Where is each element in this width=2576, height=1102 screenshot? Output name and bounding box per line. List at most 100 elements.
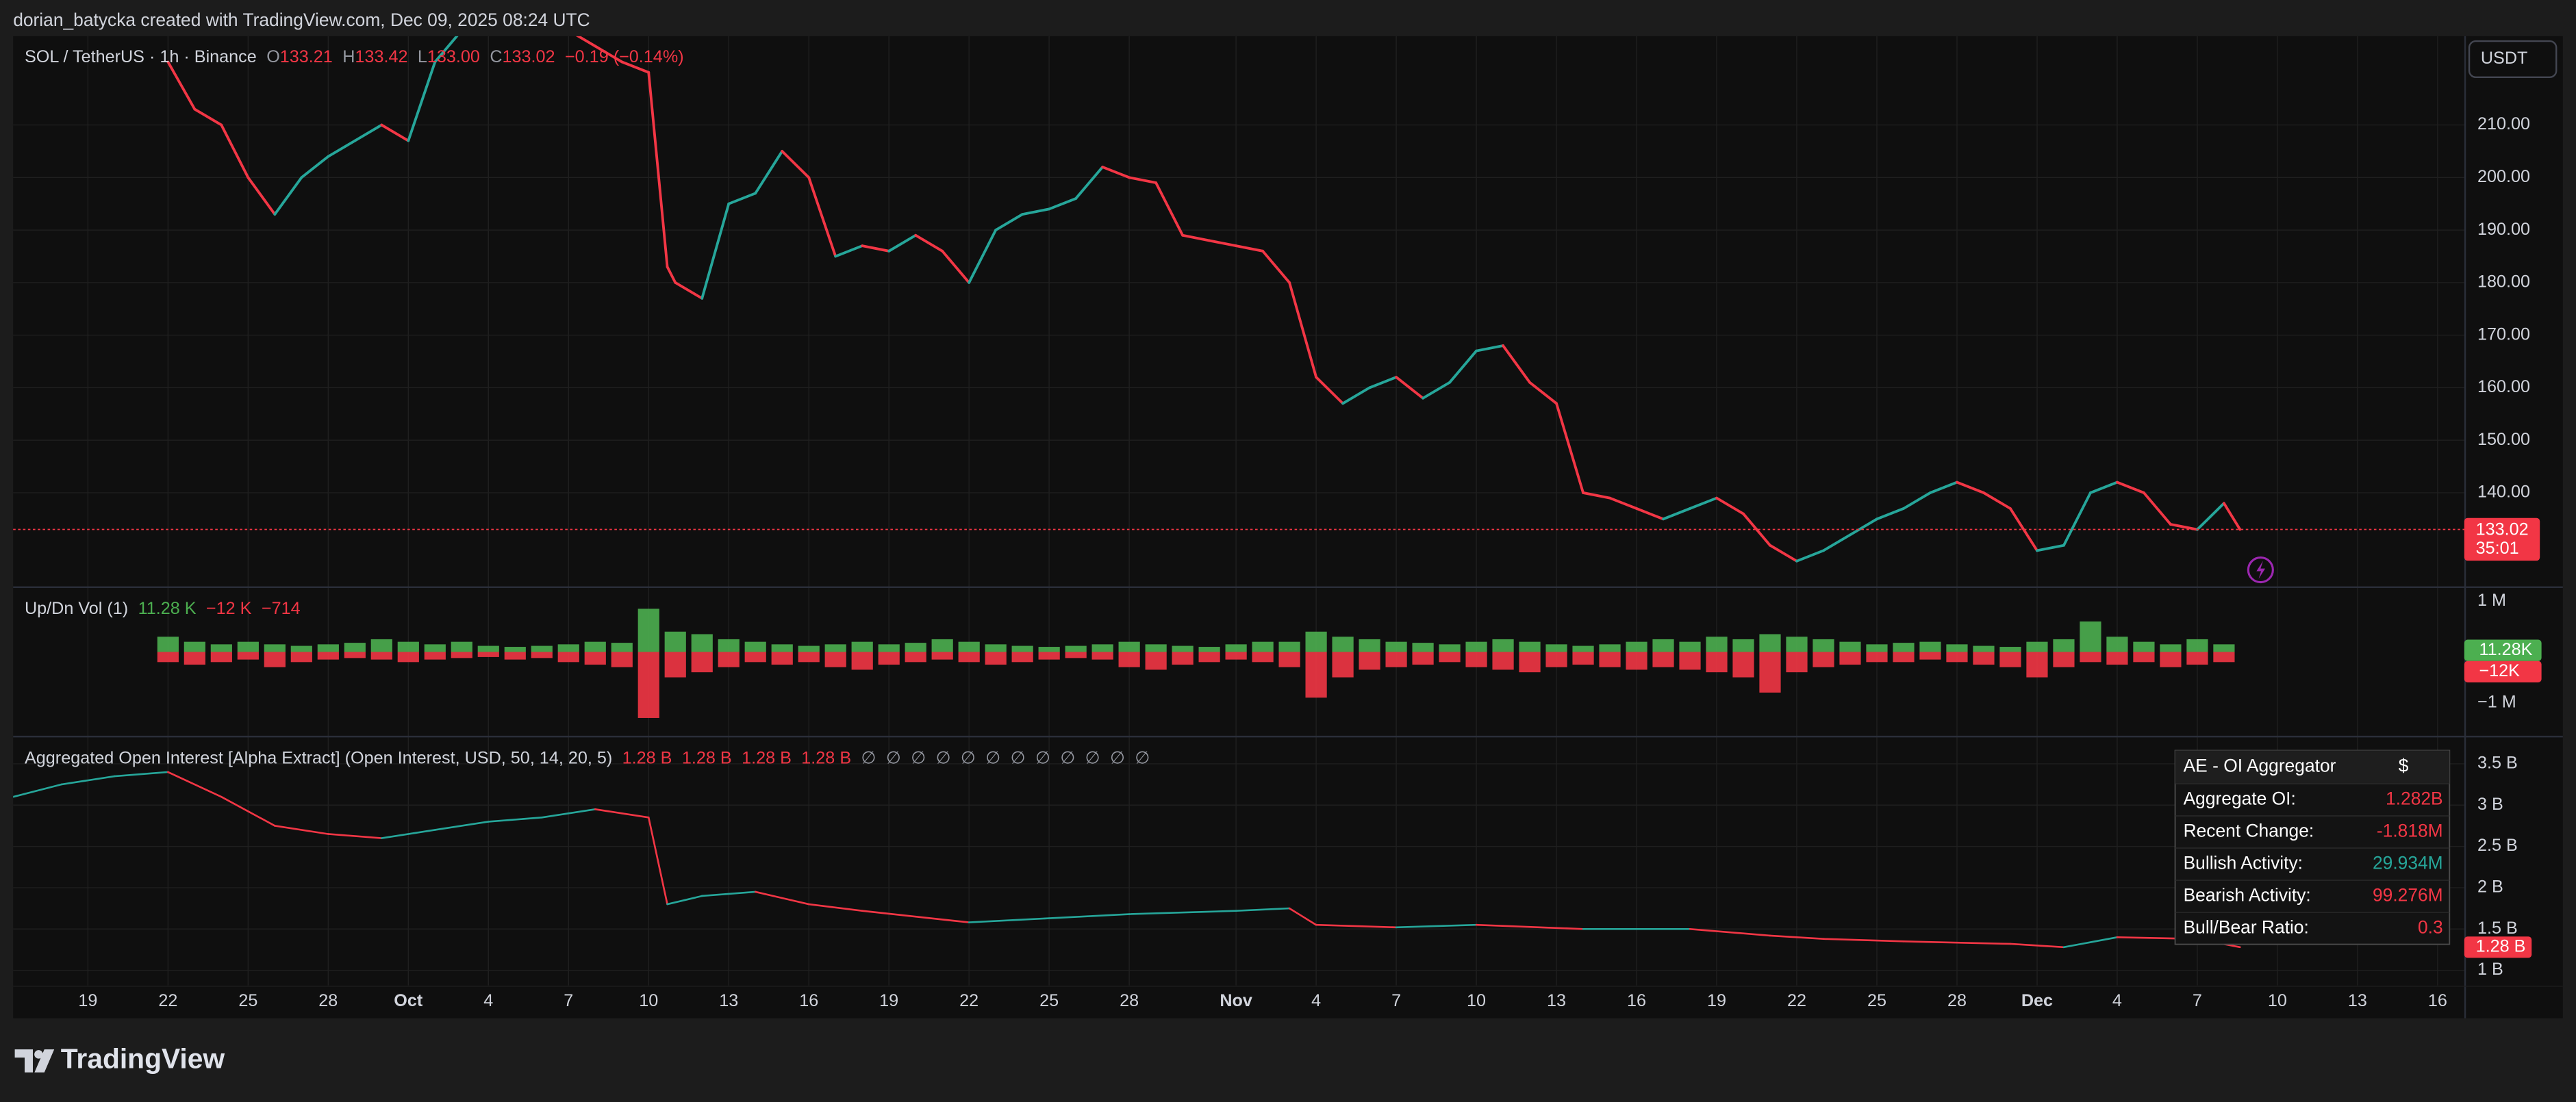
line-segment bbox=[487, 817, 543, 823]
volume-bar bbox=[2133, 641, 2155, 652]
line-segment bbox=[2169, 523, 2199, 531]
oi-legend: Aggregated Open Interest [Alpha Extract]… bbox=[25, 748, 1150, 767]
line-segment bbox=[2036, 543, 2065, 552]
legend-value: 1.28 B bbox=[742, 748, 792, 767]
line-segment bbox=[861, 244, 891, 253]
line-segment bbox=[2116, 480, 2145, 494]
volume-bar bbox=[1332, 652, 1354, 678]
volume-bar bbox=[1545, 644, 1567, 652]
volume-bar bbox=[1385, 641, 1407, 652]
axis-value-label: 1.28 B bbox=[2476, 936, 2526, 956]
line-segment bbox=[1181, 233, 1211, 242]
line-segment bbox=[594, 808, 623, 815]
legend-value: ∅ bbox=[1011, 748, 1026, 767]
currency-button[interactable] bbox=[2468, 40, 2558, 79]
volume-bar bbox=[1732, 639, 1754, 652]
volume-bar bbox=[1519, 641, 1541, 652]
volume-bar bbox=[1065, 645, 1087, 652]
legend-value: 11.28 K bbox=[138, 599, 197, 618]
line-segment bbox=[1555, 402, 1584, 494]
volume-bar bbox=[424, 652, 446, 660]
line-segment bbox=[620, 812, 650, 819]
volume-bar bbox=[184, 652, 205, 665]
legend-title: Aggregated Open Interest [Alpha Extract]… bbox=[25, 748, 612, 767]
volume-bar bbox=[611, 652, 633, 667]
alert-circle[interactable] bbox=[2247, 556, 2274, 584]
volume-bar bbox=[210, 652, 232, 663]
series-line bbox=[13, 771, 2241, 949]
line-segment bbox=[968, 917, 1050, 923]
line-segment bbox=[167, 771, 223, 798]
volume-bar bbox=[477, 645, 499, 652]
volume-bar bbox=[344, 652, 366, 658]
volume-bar bbox=[397, 641, 419, 652]
volume-bar bbox=[1359, 652, 1380, 670]
alert-bolt[interactable] bbox=[2256, 561, 2266, 579]
volume-bar bbox=[237, 641, 259, 652]
x-tick-label: 19 bbox=[78, 991, 97, 1010]
line-segment bbox=[1929, 480, 1958, 494]
volume-bar bbox=[2026, 652, 2048, 678]
volume-bar bbox=[1252, 652, 1274, 663]
x-tick-label: 22 bbox=[959, 991, 978, 1010]
alert-icon[interactable] bbox=[2247, 556, 2274, 584]
volume-bar bbox=[2160, 652, 2182, 667]
x-tick-label: 10 bbox=[2268, 991, 2287, 1010]
line-segment bbox=[914, 915, 970, 923]
last-price-box bbox=[2464, 517, 2540, 561]
volume-bar bbox=[985, 652, 1007, 665]
line-segment bbox=[274, 825, 329, 835]
line-segment bbox=[700, 890, 757, 897]
line-segment bbox=[300, 155, 330, 179]
line-segment bbox=[1128, 910, 1237, 915]
currency-button-label[interactable]: USDT bbox=[2481, 49, 2528, 68]
volume-bar bbox=[958, 641, 980, 652]
logo bbox=[14, 1049, 55, 1073]
volume-legend: Up/Dn Vol (1) 11.28 K −12 K −714 bbox=[25, 599, 301, 618]
line-segment bbox=[1635, 507, 1665, 521]
volume-bar bbox=[798, 645, 820, 652]
line-segment bbox=[914, 233, 944, 253]
legend-title: Up/Dn Vol (1) bbox=[25, 599, 128, 618]
line-segment bbox=[1956, 480, 1985, 494]
legend-value: −12 K bbox=[206, 599, 252, 618]
x-tick-label: 25 bbox=[238, 991, 257, 1010]
line-segment bbox=[60, 775, 116, 786]
x-tick-label: 28 bbox=[1947, 991, 1967, 1010]
line-segment bbox=[674, 281, 704, 300]
volume-bar bbox=[397, 652, 419, 663]
volume-bar bbox=[370, 652, 392, 660]
line-segment bbox=[2062, 936, 2119, 949]
volume-bar bbox=[771, 644, 793, 652]
volume-bar bbox=[1786, 652, 1808, 673]
line-segment bbox=[1288, 907, 1317, 926]
volume-bar bbox=[1866, 652, 1888, 663]
info-table: AE - OI Aggregator $ Aggregate OI: 1.282B Re… bbox=[2174, 749, 2451, 945]
volume-bar bbox=[2186, 652, 2208, 665]
line-segment bbox=[327, 833, 383, 839]
y-tick-label: 2 B bbox=[2477, 877, 2503, 897]
volume-bar bbox=[1465, 652, 1487, 667]
volume-bar bbox=[1118, 641, 1140, 652]
table-value: 1.282B bbox=[2386, 788, 2443, 808]
line-segment bbox=[941, 249, 971, 284]
volume-bar bbox=[531, 652, 553, 658]
legend-key: L bbox=[418, 47, 427, 66]
legend-change: −0.19 (−0.14%) bbox=[565, 47, 684, 66]
line-segment bbox=[1902, 491, 1932, 510]
line-segment bbox=[1368, 376, 1398, 389]
logo-dot bbox=[34, 1050, 43, 1059]
brand: TradingView bbox=[61, 1043, 225, 1075]
line-segment bbox=[620, 60, 651, 74]
volume-bar bbox=[1626, 641, 1647, 652]
table-header-bg bbox=[2175, 750, 2450, 784]
volume-bar bbox=[451, 641, 472, 652]
volume-bar bbox=[1599, 644, 1621, 652]
volume-bar bbox=[611, 643, 633, 652]
volume-bar bbox=[824, 644, 846, 652]
x-tick-label: 7 bbox=[2193, 991, 2202, 1010]
volume-bar bbox=[1599, 652, 1621, 667]
line-segment bbox=[433, 36, 459, 64]
x-tick-label: 22 bbox=[1787, 991, 1806, 1010]
legend-value: ∅ bbox=[961, 748, 976, 767]
